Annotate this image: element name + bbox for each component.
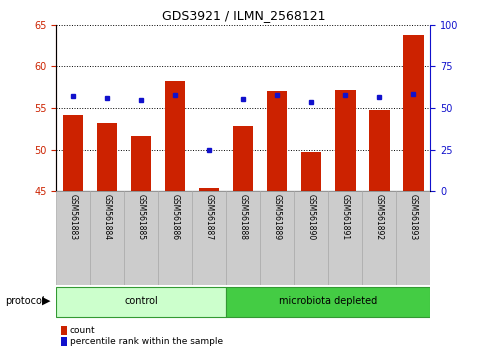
Bar [199,188,219,191]
Text: GSM561885: GSM561885 [137,194,145,240]
Text: GSM561887: GSM561887 [204,194,213,240]
Bar [294,191,327,285]
Bar [301,152,321,191]
Text: GSM561883: GSM561883 [69,194,78,240]
Bar [56,287,226,317]
Bar [402,35,423,191]
Bar [158,191,192,285]
Bar [266,91,287,191]
Bar [63,115,83,191]
Text: ▶: ▶ [42,296,51,306]
Bar [192,191,226,285]
Bar [56,191,90,285]
Bar [260,191,294,285]
Bar [334,90,355,191]
Bar [233,126,253,191]
Text: GSM561892: GSM561892 [374,194,383,240]
Bar [226,191,260,285]
Bar [226,287,429,317]
Text: control: control [124,296,158,306]
Text: GSM561884: GSM561884 [102,194,112,240]
Text: GSM561886: GSM561886 [170,194,180,240]
Text: percentile rank within the sample: percentile rank within the sample [70,337,223,347]
Text: microbiota depleted: microbiota depleted [279,296,377,306]
Text: GSM561890: GSM561890 [306,194,315,240]
Bar [327,191,362,285]
Bar [368,110,389,191]
Bar [165,80,185,191]
Bar [97,123,117,191]
Bar [395,191,429,285]
Title: GDS3921 / ILMN_2568121: GDS3921 / ILMN_2568121 [161,9,325,22]
Text: GSM561889: GSM561889 [272,194,281,240]
Bar [124,191,158,285]
Text: protocol: protocol [5,296,44,306]
Text: GSM561888: GSM561888 [238,194,247,240]
Text: count: count [70,326,95,335]
Bar [90,191,124,285]
Text: GSM561891: GSM561891 [340,194,349,240]
Bar [362,191,395,285]
Text: GSM561893: GSM561893 [408,194,417,240]
Bar [131,136,151,191]
